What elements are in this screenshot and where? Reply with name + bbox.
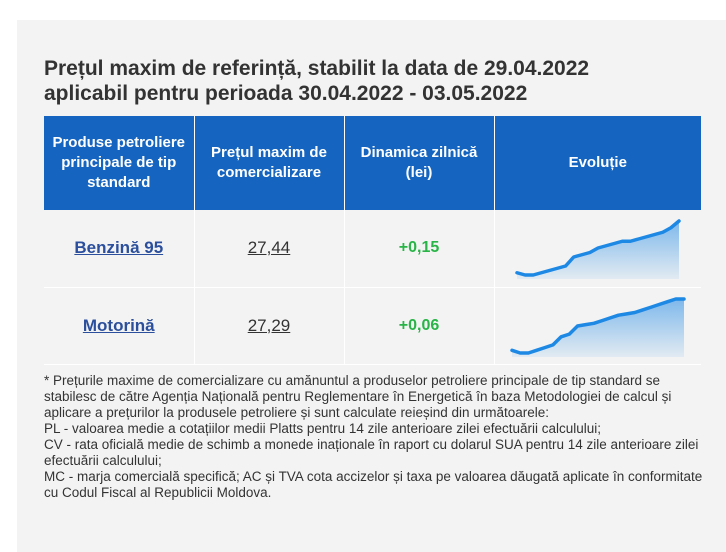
- sparkline-line: [515, 219, 681, 277]
- price-link-benzina-95[interactable]: 27,44: [247, 238, 291, 258]
- table-row-motorina: Motorină 27,29 +0,06: [44, 287, 701, 365]
- delta-cell: +0,15: [344, 210, 495, 288]
- header-daily-change: Dinamica zilnică (lei): [344, 116, 495, 210]
- footnote-intro: * Prețurile maxime de comercializare cu …: [44, 373, 672, 420]
- header-max-price: Prețul maxim de comercializare: [194, 116, 345, 210]
- sparkline-motorina: [510, 296, 686, 357]
- price-table: Produse petroliere principale de tip sta…: [44, 116, 701, 365]
- header-evolution: Evoluție: [494, 116, 701, 210]
- delta-cell: +0,06: [344, 287, 495, 365]
- product-cell: Motorină: [44, 287, 195, 365]
- sparkline-area: [511, 298, 684, 357]
- table-row-benzina: Benzină 95 27,44 +0,15: [44, 210, 701, 288]
- sparkline-benzina-95: [515, 219, 681, 280]
- price-cell: 27,29: [194, 287, 345, 365]
- daily-change-motorina: +0,06: [398, 316, 440, 334]
- price-link-motorina[interactable]: 27,29: [247, 315, 291, 335]
- evolution-cell: [494, 287, 701, 365]
- sparkline-line: [510, 296, 686, 355]
- evolution-cell: [494, 210, 701, 288]
- product-link-benzina-95[interactable]: Benzină 95: [74, 238, 164, 258]
- page-title: Prețul maxim de referință, stabilit la d…: [44, 56, 704, 106]
- title-line-1: Prețul maxim de referință, stabilit la d…: [44, 57, 590, 80]
- price-cell: 27,44: [194, 210, 345, 288]
- footnotes: * Prețurile maxime de comercializare cu …: [44, 373, 704, 501]
- product-link-motorina[interactable]: Motorină: [82, 315, 155, 335]
- footnote-mc: MC - marja comercială specifică; AC și T…: [44, 469, 703, 500]
- table-header-row: Produse petroliere principale de tip sta…: [44, 116, 701, 210]
- footnote-pl: PL - valoarea medie a cotațiilor medii P…: [44, 421, 602, 436]
- daily-change-benzina-95: +0,15: [398, 239, 440, 257]
- title-line-2: aplicabil pentru perioada 30.04.2022 - 0…: [44, 82, 528, 105]
- footnote-cv: CV - rata oficială medie de schimb a mon…: [44, 437, 699, 468]
- header-products: Produse petroliere principale de tip sta…: [44, 116, 195, 210]
- product-cell: Benzină 95: [44, 210, 195, 288]
